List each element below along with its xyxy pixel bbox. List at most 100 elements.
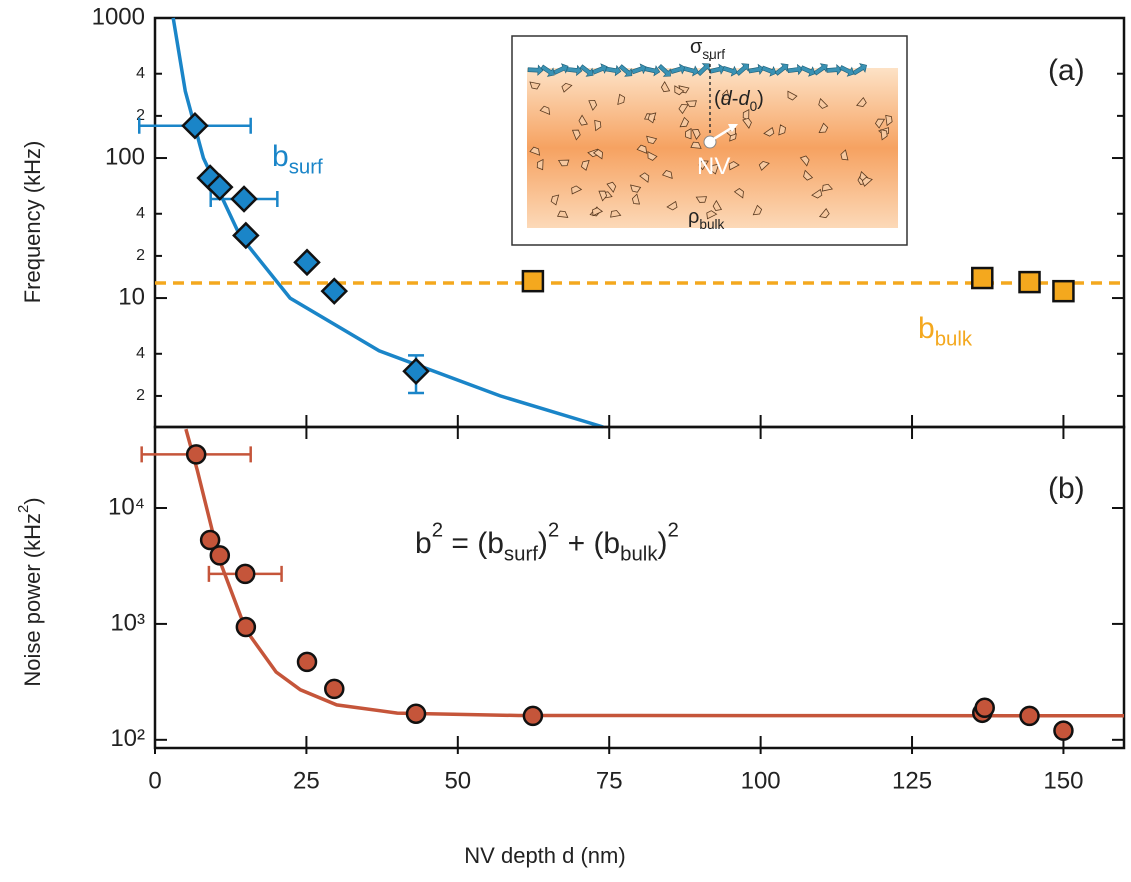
circle-marker (324, 678, 345, 700)
circle-marker (522, 705, 544, 727)
circle-marker (209, 545, 231, 566)
inset-shard (803, 169, 814, 181)
inset-surface-spin (852, 63, 867, 76)
diamond-marker (232, 221, 260, 250)
y-axis-label: Noise power (kHz2) (15, 497, 45, 686)
y-tick-label: 10 (118, 283, 145, 310)
y-tick-label: 10⁴ (108, 493, 145, 520)
text-part: surf (504, 544, 538, 566)
text-part: b (415, 527, 432, 560)
x-tick-label: 125 (892, 767, 932, 794)
inset-shards (527, 63, 893, 220)
inset-rho: ρbulk (688, 206, 725, 231)
inset-shard (592, 149, 603, 160)
text-part: ) (20, 497, 45, 504)
y-tick-label: 100 (105, 143, 145, 170)
text-part: ( (714, 88, 721, 110)
inset-surface-spin (774, 63, 789, 76)
inset-surface-spin (527, 64, 544, 76)
inset-shard (592, 207, 604, 217)
inset-shard (674, 85, 685, 96)
inset-shard (610, 210, 622, 218)
inset-shard (695, 196, 708, 203)
text-part: bulk (620, 544, 658, 566)
inset-shard (763, 126, 775, 137)
inset-shard (661, 169, 673, 179)
inset-shard (578, 114, 588, 126)
inset-shard (787, 90, 798, 101)
inset-shard (646, 135, 658, 145)
x-tick-label: 25 (293, 767, 320, 794)
inset-shard (666, 200, 678, 211)
inset-nv-label: NV (697, 153, 730, 180)
inset-shard (856, 96, 867, 108)
text-part: surf (702, 47, 725, 62)
diamond-marker (206, 173, 234, 201)
inset-shard (630, 184, 642, 193)
x-tick-label: 150 (1043, 767, 1083, 794)
inset-shard (606, 181, 617, 193)
inset-shard (742, 108, 750, 121)
text-part: ) (538, 527, 548, 560)
text-part: ) (757, 88, 764, 110)
circle-marker (1019, 705, 1040, 727)
inset-shard (728, 161, 740, 171)
inset-shard (818, 97, 829, 109)
text-part: 2 (15, 505, 32, 513)
y-tick-label: 4 (136, 345, 145, 362)
inset-shard (557, 159, 570, 167)
inset-shard (556, 210, 569, 218)
inset-shard (594, 119, 602, 132)
inset-surface-spin (709, 63, 726, 75)
diamond-marker (293, 248, 321, 277)
diamond-marker (181, 111, 209, 140)
inset-surface-spin (540, 64, 555, 77)
inset-shard (685, 100, 697, 108)
y-tick-label: 2 (136, 387, 145, 404)
text-part: NV (697, 153, 730, 180)
y-tick-label: 4 (136, 205, 145, 222)
text-part: 2 (548, 520, 559, 542)
text-part: + (b (559, 527, 620, 560)
inset-sigma: σsurf (690, 36, 725, 61)
fit-line (171, 17, 604, 429)
x-tick-label: 100 (741, 767, 781, 794)
text-part: b (918, 312, 935, 345)
inset-shard (710, 163, 720, 175)
inset-shard (550, 194, 560, 206)
inset-shard (598, 190, 608, 202)
annotation: b2 = (bsurf)2 + (bbulk)2 (415, 520, 679, 566)
inset-shard (698, 160, 709, 171)
circle-marker (199, 529, 221, 551)
inset-depth: (d-d0) (714, 88, 764, 113)
text-part: surf (289, 157, 323, 179)
text-part: 2 (432, 520, 443, 542)
text-part: σ (690, 36, 703, 58)
inset-shard (647, 112, 657, 124)
circle-marker (296, 651, 318, 673)
inset-shard (617, 93, 626, 106)
inset-shard (811, 188, 823, 199)
inset-shard (647, 151, 658, 161)
inset-shard (539, 105, 551, 116)
circle-marker (185, 444, 207, 465)
inset-surface-spin (787, 63, 804, 76)
inset-surface-spin (722, 65, 738, 77)
panel-label: (a) (1048, 54, 1085, 87)
circle-marker (234, 563, 256, 585)
inset-surface-spin (839, 65, 855, 77)
text-part: bulk (699, 217, 724, 232)
annotation: bsurf (272, 140, 323, 179)
circle-marker (1053, 720, 1074, 741)
circle-marker (235, 616, 257, 638)
circle-marker (974, 697, 995, 719)
text-part: ) (658, 527, 668, 560)
inset-shard (880, 129, 888, 141)
inset-surface-spin (761, 65, 777, 77)
inset-shard (660, 81, 671, 93)
inset-shard (752, 204, 763, 216)
inset-surface-spin (826, 64, 843, 76)
x-axis-label: NV depth d (nm) (464, 843, 625, 868)
text-part: = (b (443, 527, 504, 560)
